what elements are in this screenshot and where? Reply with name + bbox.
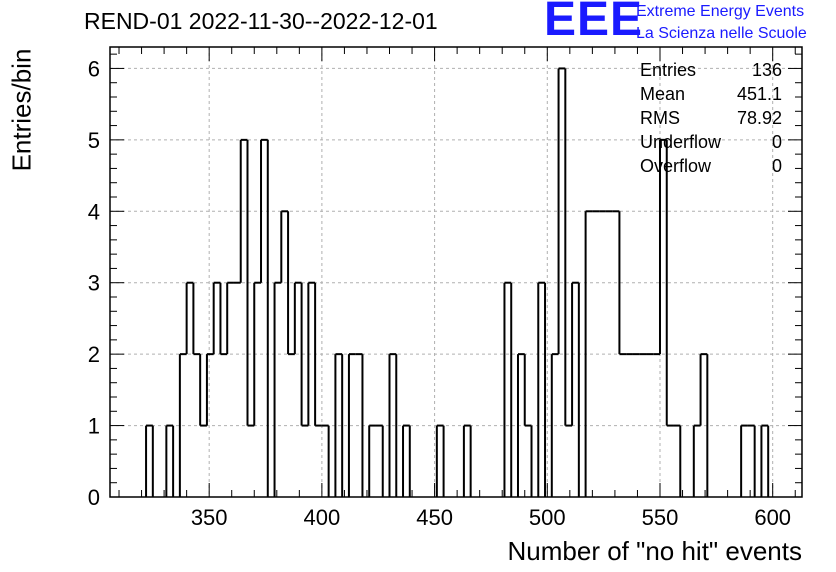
histogram-bin xyxy=(571,281,579,426)
stat-value: 0 xyxy=(771,156,782,176)
histogram-bin xyxy=(185,281,194,355)
histogram-bin xyxy=(219,282,228,356)
y-tick-label: 5 xyxy=(88,128,100,153)
histogram-bin xyxy=(192,282,201,356)
histogram-bin xyxy=(314,282,322,427)
y-tick-label: 3 xyxy=(88,271,100,296)
histogram-bin xyxy=(178,353,187,497)
eee-logo: EEE xyxy=(544,0,644,46)
x-tick-label: 350 xyxy=(191,505,228,530)
axes: 350 400 450 500 550 600 0 1 2 3 4 5 6 xyxy=(88,46,803,530)
y-tick-label: 1 xyxy=(88,414,100,439)
histogram-bin xyxy=(658,138,667,355)
histogram-bin xyxy=(300,282,309,427)
stat-row-overflow: Overflow 0 xyxy=(640,154,782,178)
stat-label: Overflow xyxy=(640,156,712,176)
y-tick-label: 6 xyxy=(88,56,100,81)
histogram-bin xyxy=(523,354,532,427)
stat-label: Underflow xyxy=(640,132,722,152)
histogram-bin xyxy=(273,281,282,497)
histogram-bin xyxy=(287,211,295,356)
histogram-bin xyxy=(165,424,174,497)
histogram-bin xyxy=(199,354,207,427)
histogram-bin xyxy=(537,281,546,497)
stat-row-entries: Entries 136 xyxy=(640,58,782,82)
histogram-bin xyxy=(226,281,234,355)
stat-label: Mean xyxy=(640,84,686,104)
stat-row-underflow: Underflow 0 xyxy=(640,130,782,154)
histogram-bin xyxy=(388,353,397,497)
histogram-bin xyxy=(246,139,255,427)
plot-frame xyxy=(109,46,803,498)
histogram-bin xyxy=(205,353,214,426)
histogram-bin xyxy=(253,281,262,426)
histogram-bin xyxy=(402,424,410,497)
histogram-bin xyxy=(564,68,573,427)
stats-box: Entries 136 Mean 451.1 RMS 78.92 Underfl… xyxy=(640,58,782,178)
histogram-bin xyxy=(239,138,248,283)
x-tick-label: 500 xyxy=(529,505,566,530)
logo-line-2: La Scienza nelle Scuole xyxy=(636,25,807,42)
x-tick-label: 450 xyxy=(416,505,453,530)
stat-row-rms: RMS 78.92 xyxy=(640,106,782,130)
histogram-bin xyxy=(550,353,559,497)
histogram-bin xyxy=(334,353,343,497)
stat-label: RMS xyxy=(640,108,680,128)
histogram-bin xyxy=(584,210,593,497)
histogram-bin xyxy=(462,424,471,497)
y-tick-label: 2 xyxy=(88,342,100,367)
stat-value: 451.1 xyxy=(736,84,782,104)
histogram-bin xyxy=(665,139,674,427)
stat-value: 0 xyxy=(771,132,782,152)
histogram-bin xyxy=(503,281,512,497)
x-tick-label: 400 xyxy=(304,505,341,530)
stat-label: Entries xyxy=(640,60,697,80)
histogram-bin xyxy=(699,353,708,426)
histogram-bin xyxy=(740,424,748,497)
chart-title: REND-01 2022-11-30--2022-12-01 xyxy=(84,8,438,34)
histogram-bin xyxy=(618,211,627,356)
histogram-bin xyxy=(516,353,525,497)
x-tick-label: 600 xyxy=(754,505,791,530)
histogram-bin xyxy=(145,424,153,497)
histogram-bin xyxy=(692,424,701,497)
histogram-bin xyxy=(368,424,376,497)
logo-line-1: Extreme Energy Events xyxy=(636,3,805,20)
histogram-bin xyxy=(212,281,221,355)
y-tick-label: 4 xyxy=(88,199,100,224)
histogram-bin xyxy=(435,424,444,497)
y-tick-label: 0 xyxy=(88,485,100,510)
stat-row-mean: Mean 451.1 xyxy=(640,82,782,106)
histogram-bin xyxy=(307,281,316,426)
stat-value: 78.92 xyxy=(736,108,782,128)
histogram-series xyxy=(145,67,770,497)
x-tick-label: 550 xyxy=(642,505,679,530)
histogram-bin xyxy=(280,210,289,283)
x-axis-label: Number of "no hit" events xyxy=(507,536,803,566)
histogram-bin xyxy=(347,353,356,497)
y-axis-label: Entries/bin xyxy=(6,48,37,172)
histogram-bin xyxy=(557,67,566,355)
histogram-bin xyxy=(293,281,302,355)
stat-value: 136 xyxy=(751,60,782,80)
histogram-bin xyxy=(760,424,769,497)
histogram-bin xyxy=(260,138,268,283)
